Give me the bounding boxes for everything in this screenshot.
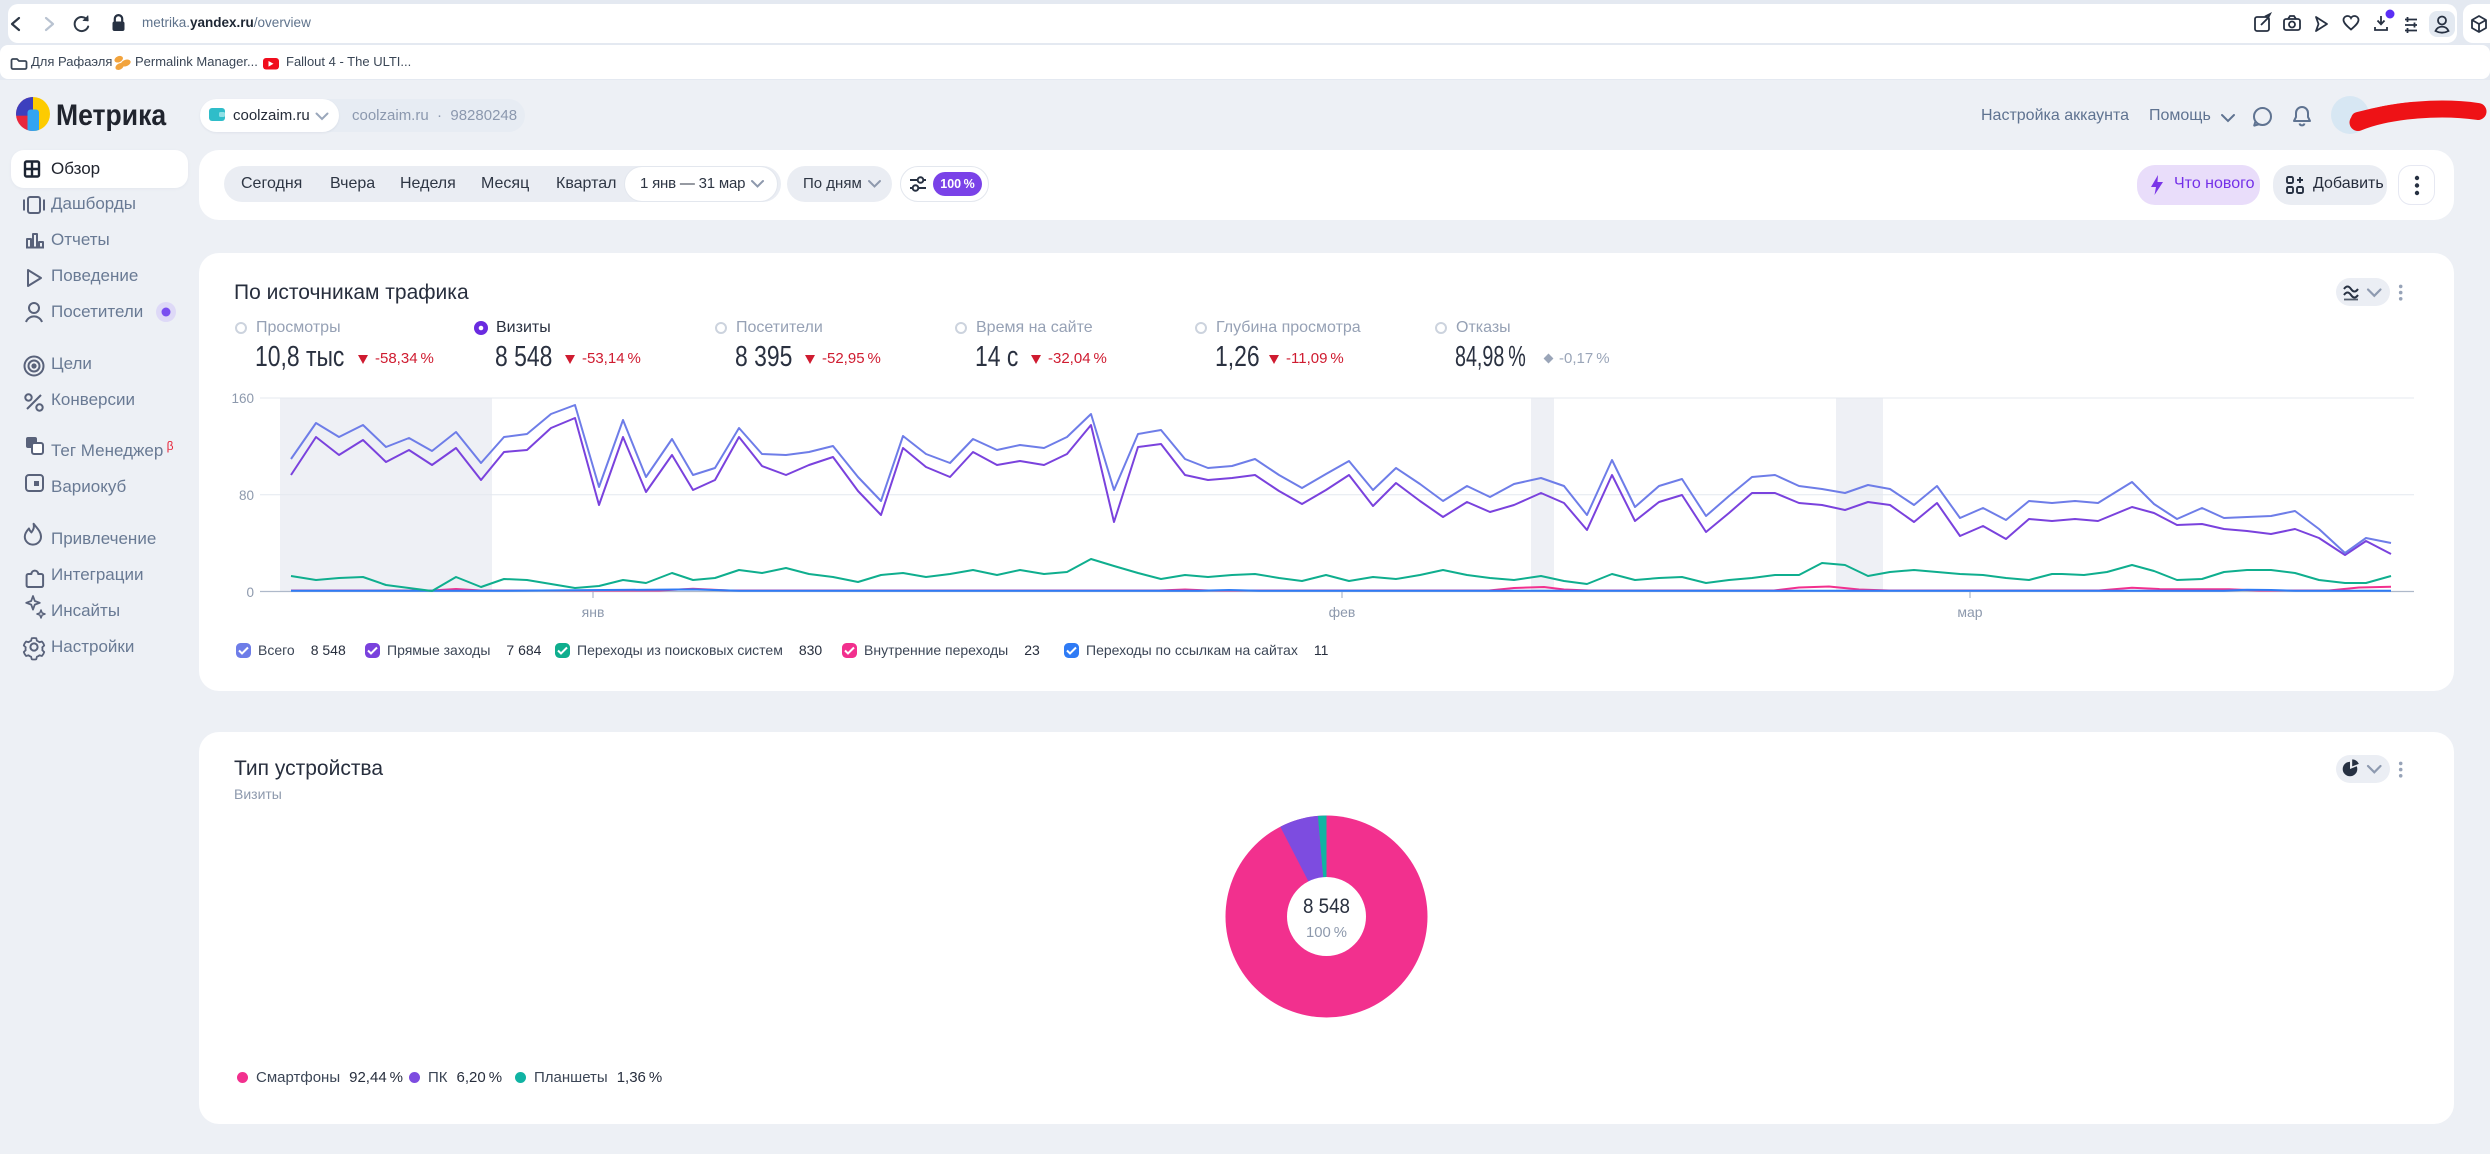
- svg-text:80: 80: [239, 488, 254, 503]
- svg-text:0: 0: [246, 585, 254, 600]
- svg-text:160: 160: [231, 391, 254, 406]
- svg-text:мар: мар: [1957, 604, 1982, 620]
- svg-text:фев: фев: [1329, 604, 1356, 620]
- svg-text:8 548: 8 548: [1303, 894, 1350, 918]
- svg-text:янв: янв: [582, 604, 605, 620]
- svg-text:100 %: 100 %: [1306, 925, 1347, 941]
